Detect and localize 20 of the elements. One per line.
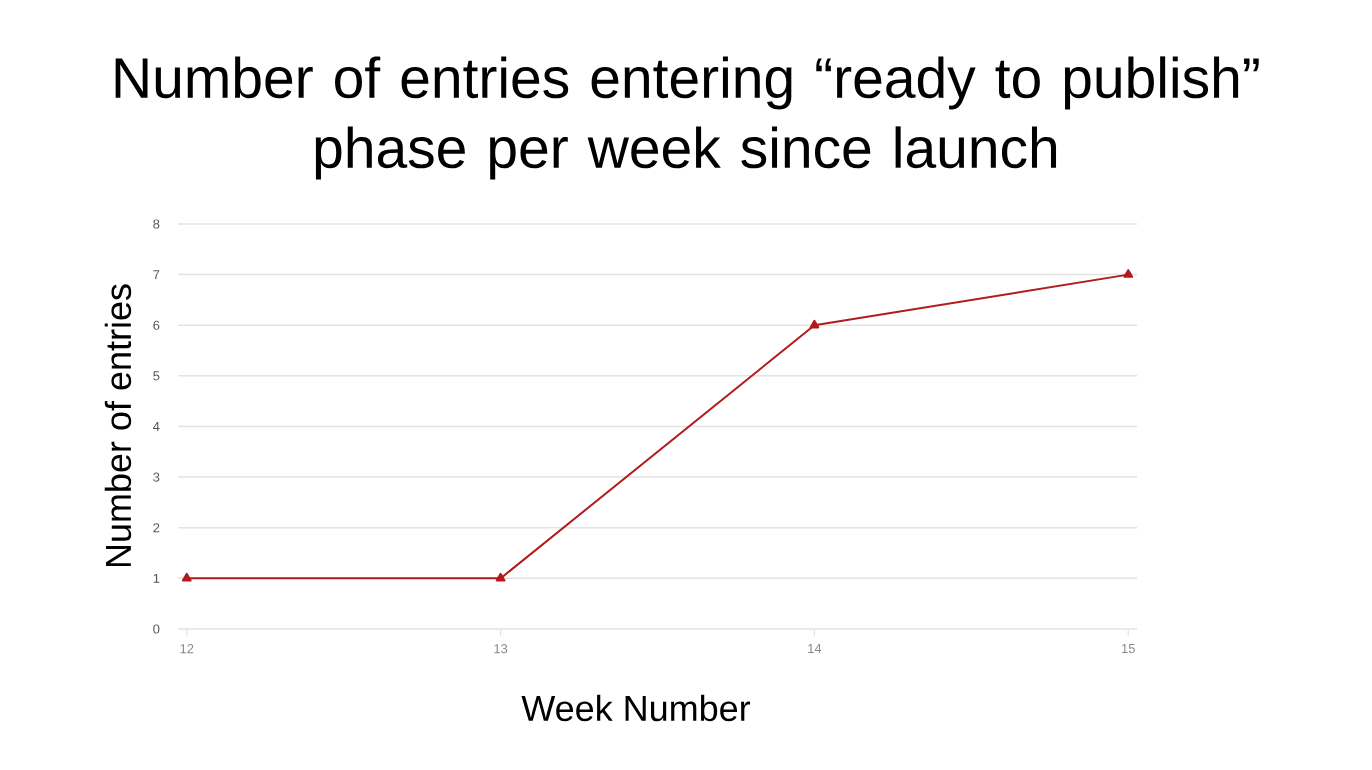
y-axis-title: Number of entries bbox=[104, 284, 132, 567]
y-tick-label: 2 bbox=[153, 523, 160, 533]
point bbox=[181, 572, 192, 582]
x-tick-label: 15 bbox=[1122, 644, 1135, 654]
x-tick-label: 12 bbox=[180, 644, 194, 654]
y-tick-label: 1 bbox=[153, 573, 160, 583]
x-tick-label: 14 bbox=[808, 644, 822, 653]
chart-title: Number of entries entering “ready to publish” phase per week since launch bbox=[115, 56, 1259, 180]
x-tick-label: 13 bbox=[494, 644, 508, 654]
y-tick-label: 4 bbox=[153, 422, 160, 431]
point bbox=[495, 572, 506, 582]
y-tick-label: 3 bbox=[153, 472, 160, 482]
y-tick-label: 5 bbox=[153, 371, 160, 381]
x-axis-title: Week Number bbox=[521, 694, 751, 722]
point bbox=[1123, 269, 1134, 278]
point bbox=[809, 319, 820, 329]
y-tick-label: 7 bbox=[153, 270, 160, 280]
y-tick-label: 8 bbox=[153, 219, 160, 229]
y-tick-label: 6 bbox=[153, 320, 160, 330]
y-tick-label: 0 bbox=[153, 624, 160, 634]
